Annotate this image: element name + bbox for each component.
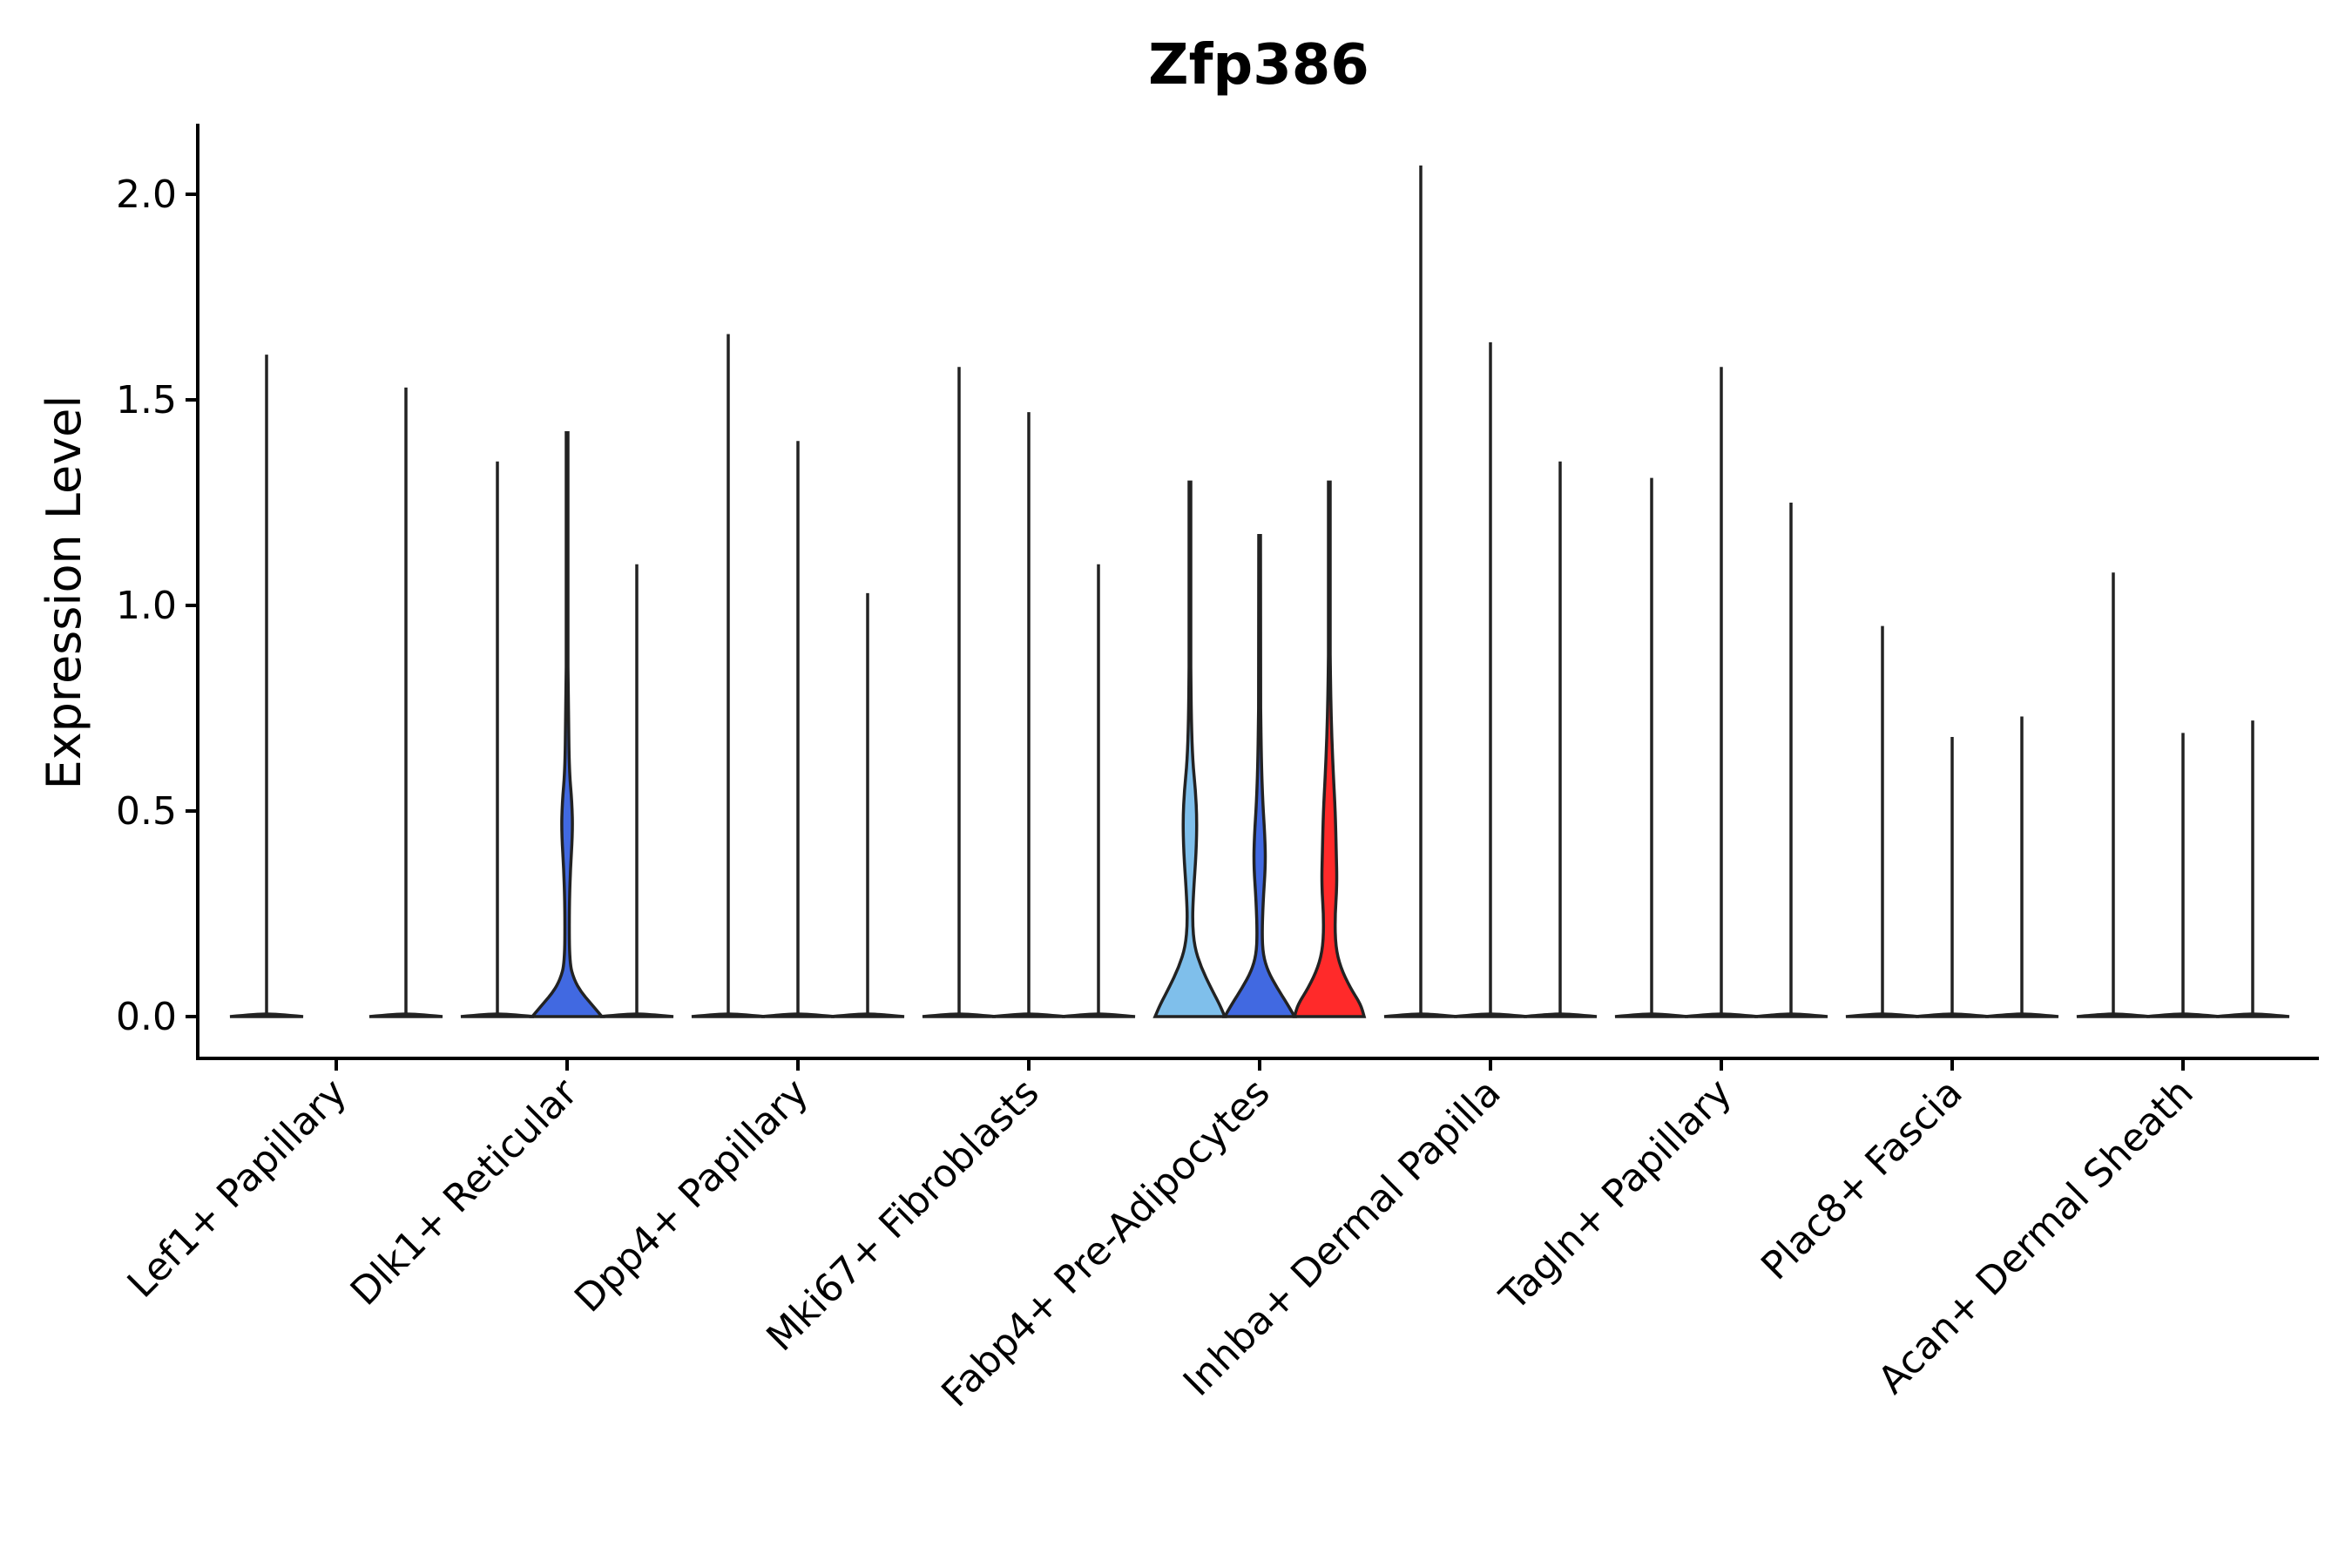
axes-layer (196, 124, 2319, 1060)
violin-body (922, 1012, 997, 1018)
y-tick-label: 1.5 (116, 378, 177, 422)
x-category-label: Lef1+ Papillary (119, 1071, 355, 1307)
violin-body (1523, 1012, 1598, 1018)
x-category-label: Tagln+ Papillary (1491, 1071, 1740, 1320)
violin-group (1152, 480, 1367, 1018)
y-tick-label: 0.0 (116, 995, 177, 1039)
chart-title: Zfp386 (1148, 33, 1369, 98)
violin-body (599, 1012, 674, 1018)
violin-body (1754, 1012, 1828, 1018)
violin-body (460, 1012, 535, 1018)
violin-group (922, 367, 1136, 1018)
violin-body (1845, 1012, 1920, 1018)
x-category-label: Dlk1+ Reticular (342, 1070, 587, 1315)
violin-body (691, 1012, 766, 1018)
violin-body (1915, 1012, 1990, 1018)
y-ticks-layer: 0.0 0.5 1.0 1.5 2.0 (116, 172, 198, 1039)
x-category-label: Plac8+ Fascia (1753, 1071, 1971, 1289)
violin-body (2076, 1012, 2151, 1018)
y-tick-label: 2.0 (116, 172, 177, 217)
violin-body (1453, 1012, 1528, 1018)
violin-group (691, 334, 905, 1018)
violin-body (229, 1012, 304, 1018)
violin-body (830, 1012, 905, 1018)
violin-group (1383, 165, 1598, 1018)
violin-group (460, 431, 674, 1018)
violin-body (1614, 1012, 1689, 1018)
violin-group (1614, 367, 1828, 1018)
violin-body (2215, 1012, 2290, 1018)
violin-group (1845, 625, 2059, 1018)
violin-group (229, 355, 443, 1018)
y-axis-label: Expression Level (37, 395, 91, 790)
violin-body (760, 1012, 835, 1018)
violin-body (1984, 1012, 2059, 1018)
x-category-label: Dpp4+ Papillary (566, 1071, 817, 1321)
violin-body (1061, 1012, 1136, 1018)
violin-body (1684, 1012, 1759, 1018)
violin-body (2146, 1012, 2220, 1018)
violin-body (991, 1012, 1066, 1018)
violin-body (368, 1012, 443, 1018)
y-tick-label: 0.5 (116, 789, 177, 834)
violin-body (1383, 1012, 1458, 1018)
violins-layer (229, 165, 2290, 1018)
y-tick-label: 1.0 (116, 584, 177, 628)
violin-group (2076, 572, 2290, 1018)
